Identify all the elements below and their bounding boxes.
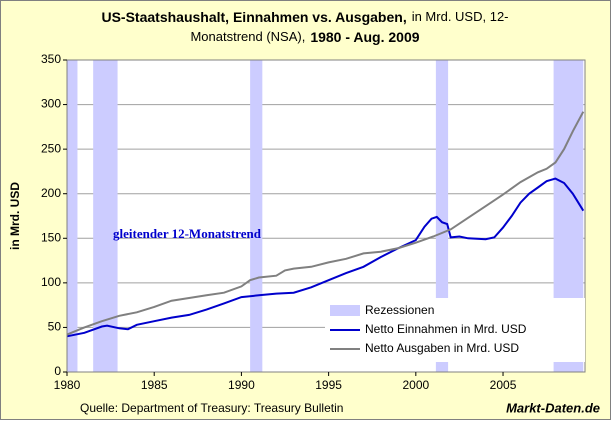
y-tick-label: 0 [54,364,61,378]
title-part: US-Staatshaushalt, Einnahmen vs. Ausgabe… [101,9,406,25]
y-tick-label: 200 [41,186,61,200]
legend-label: Rezessionen [365,303,434,317]
y-tick-label: 150 [41,230,61,244]
y-axis-label: in Mrd. USD [8,182,22,250]
y-tick-label: 100 [41,275,61,289]
x-tick-label: 1985 [141,378,168,392]
line-series [66,111,585,336]
title-part: 1980 - Aug. 2009 [310,29,419,45]
source: Quelle: Department of Treasury: Treasury… [80,401,343,415]
legend-swatch [330,305,360,316]
plot-frame [66,59,586,373]
recession-band [250,60,263,372]
y-tick-label: 300 [41,97,61,111]
legend: Rezessionen Netto Einnahmen in Mrd. USD Ne… [325,298,585,362]
x-tick-label: 1980 [54,378,81,392]
brand: Markt-Daten.de [506,400,600,415]
x-tick-label: 1990 [228,378,255,392]
annotation: gleitender 12-Monatstrend [113,226,262,241]
recession-band [435,60,449,372]
y-tick-label: 50 [48,320,62,334]
chart-title: Monatstrend (NSA), 1980 - Aug. 2009 [190,29,419,45]
legend-label: Netto Einnahmen in Mrd. USD [365,322,527,336]
legend-label: Netto Ausgaben in Mrd. USD [365,341,519,355]
x-tick-label: 1995 [315,378,342,392]
y-tick-label: 350 [41,52,61,66]
x-tick-label: 2005 [490,378,517,392]
x-tick-label: 2000 [402,378,429,392]
y-tick-label: 250 [41,141,61,155]
legend-box [325,298,585,362]
recession-band [67,60,78,372]
chart-title: US-Staatshaushalt, Einnahmen vs. Ausgabe… [101,9,508,25]
title-part: in Mrd. USD, 12- [412,9,509,24]
title-part: Monatstrend (NSA), [190,29,305,44]
